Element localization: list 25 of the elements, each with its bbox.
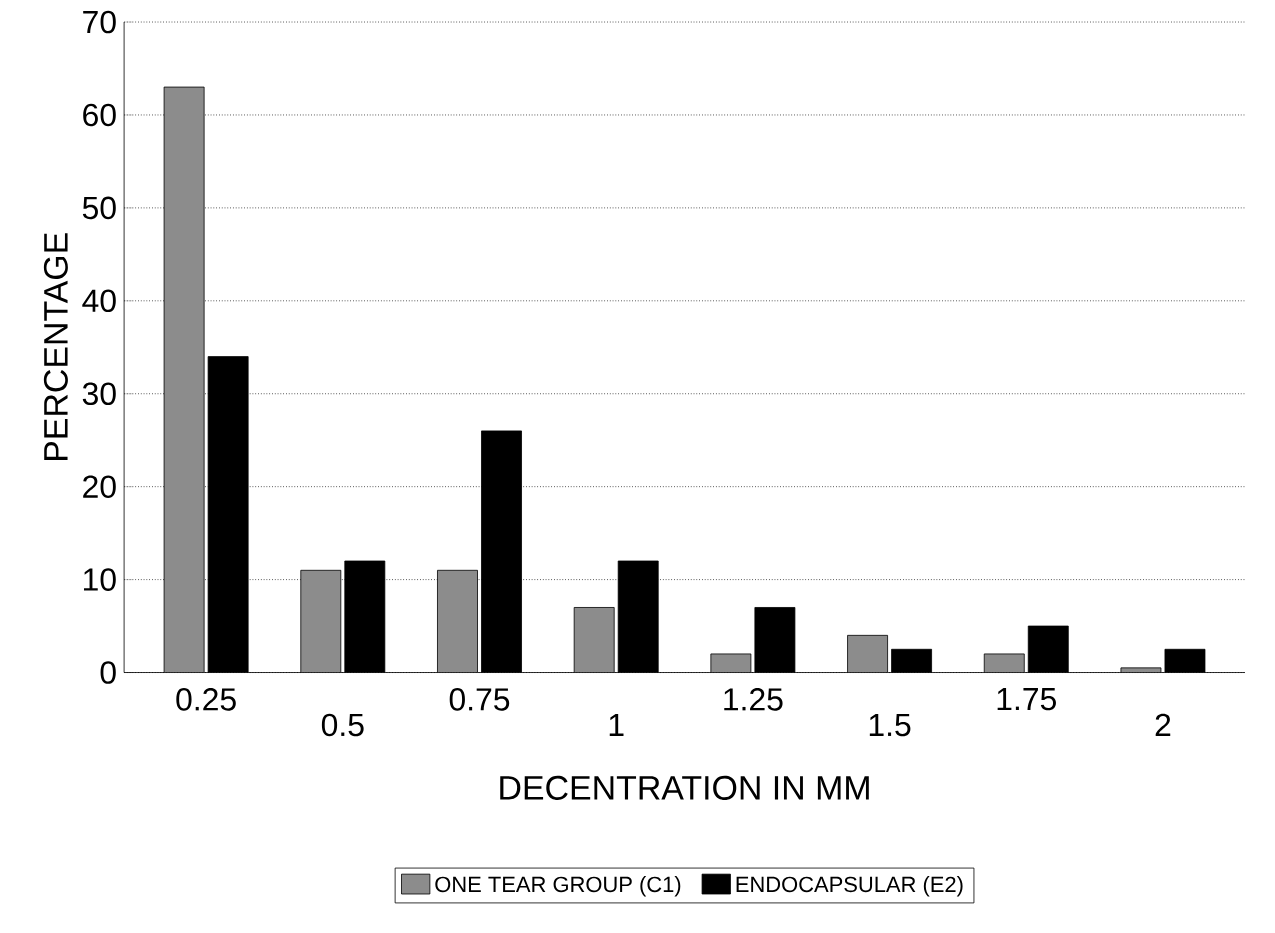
x-tick-label: 0.5	[321, 713, 364, 737]
x-tick-label: 2	[1155, 713, 1171, 737]
x-axis-title: DECENTRATION IN MM	[500, 776, 869, 801]
y-tick-label: 70	[83, 10, 116, 34]
x-tick-label: 1.25	[724, 688, 783, 711]
y-tick-label: 40	[82, 289, 116, 313]
x-tick-label: 0.25	[176, 688, 236, 711]
bar	[710, 653, 752, 673]
y-tick-label: 60	[83, 103, 116, 127]
y-axis-title: PERCENTAGE	[43, 233, 68, 461]
y-tick-label: 0	[100, 661, 116, 684]
x-tick-label: 1.5	[869, 714, 911, 737]
x-tick-label: 0.75	[449, 688, 510, 711]
legend-label: ENDOCAPSULAR (E2)	[736, 876, 963, 897]
bar	[573, 607, 615, 673]
bar	[1120, 667, 1162, 673]
y-tick-label: 10	[84, 568, 116, 592]
x-tick-label: 1	[609, 714, 624, 737]
bar	[983, 653, 1025, 673]
bar	[847, 635, 888, 673]
y-tick-label: 30	[82, 382, 116, 406]
y-tick-label: 50	[82, 196, 116, 220]
x-tick-label: 1.75	[997, 688, 1056, 711]
y-tick-label: 20	[83, 475, 116, 499]
legend-label: ONE TEAR GROUP (C1)	[435, 876, 681, 897]
